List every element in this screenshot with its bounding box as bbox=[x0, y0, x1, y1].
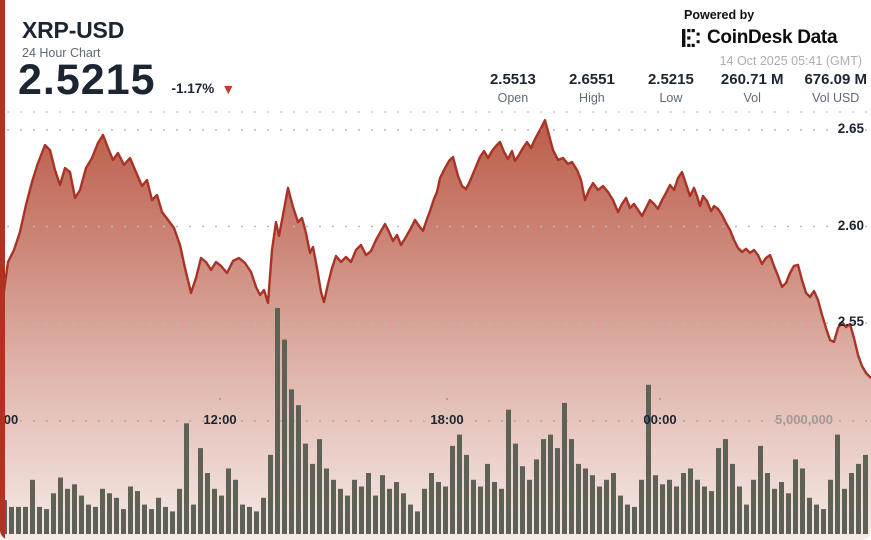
stat-high-label: High bbox=[579, 91, 605, 105]
stat-volume: 260.71 M Vol bbox=[721, 71, 784, 105]
price-axis-label: 2.55 bbox=[837, 314, 864, 329]
stat-open-value: 2.5513 bbox=[489, 71, 536, 88]
chart-subtitle: 24 Hour Chart bbox=[22, 46, 101, 61]
logo-text-coindesk: CoinDesk bbox=[707, 27, 793, 48]
stat-low-value: 2.5215 bbox=[647, 71, 694, 88]
coindesk-logo: CoinDesk Data bbox=[682, 27, 862, 49]
stat-volume-usd-value: 676.09 M bbox=[804, 71, 867, 88]
price-down-icon: ▼ bbox=[221, 81, 236, 98]
price-axis-label: 2.65 bbox=[837, 121, 864, 136]
price-change-percent: -1.17% bbox=[171, 81, 215, 97]
stat-volume-usd: 676.09 M Vol USD bbox=[804, 71, 867, 105]
time-axis-label: 12:00 bbox=[203, 412, 237, 427]
brand-block: Powered by CoinDesk Data 14 Oct 2025 05:… bbox=[682, 8, 862, 68]
volume-bars bbox=[2, 308, 868, 534]
stat-volume-value: 260.71 M bbox=[720, 71, 784, 88]
stat-high: 2.6551 High bbox=[563, 71, 621, 105]
stat-open-label: Open bbox=[497, 91, 529, 105]
powered-by-label: Powered by bbox=[684, 8, 755, 22]
coindesk-mark-icon bbox=[682, 29, 700, 47]
price-row: 2.5215 -1.17% ▼ bbox=[18, 56, 236, 104]
logo-text-data: Data bbox=[797, 27, 838, 48]
time-axis-label: 00:00 bbox=[643, 412, 677, 427]
page-title: XRP-USD bbox=[22, 17, 125, 43]
current-price: 2.5215 bbox=[18, 56, 156, 104]
stat-low-label: Low bbox=[659, 91, 683, 105]
stat-open: 2.5513 Open bbox=[484, 71, 542, 105]
stat-volume-label: Vol bbox=[743, 91, 761, 105]
price-area bbox=[0, 120, 871, 540]
price-line bbox=[0, 119, 871, 379]
price-axis-label: 2.60 bbox=[837, 217, 864, 233]
stat-high-value: 2.6551 bbox=[568, 71, 615, 88]
accent-stripe bbox=[0, 0, 5, 540]
stat-volume-usd-label: Vol USD bbox=[812, 91, 860, 105]
ohlc-stats-row: 2.5513 Open 2.6551 High 2.5215 Low 260.7… bbox=[484, 71, 867, 105]
time-axis-label: 00 bbox=[3, 412, 19, 427]
stat-low: 2.5215 Low bbox=[642, 71, 700, 105]
chart-timestamp: 14 Oct 2025 05:41 (GMT) bbox=[719, 54, 862, 68]
volume-axis-label: 5,000,000 bbox=[775, 412, 833, 427]
title-block: XRP-USD 24 Hour Chart bbox=[22, 17, 125, 61]
time-axis-label: 18:00 bbox=[430, 412, 464, 427]
